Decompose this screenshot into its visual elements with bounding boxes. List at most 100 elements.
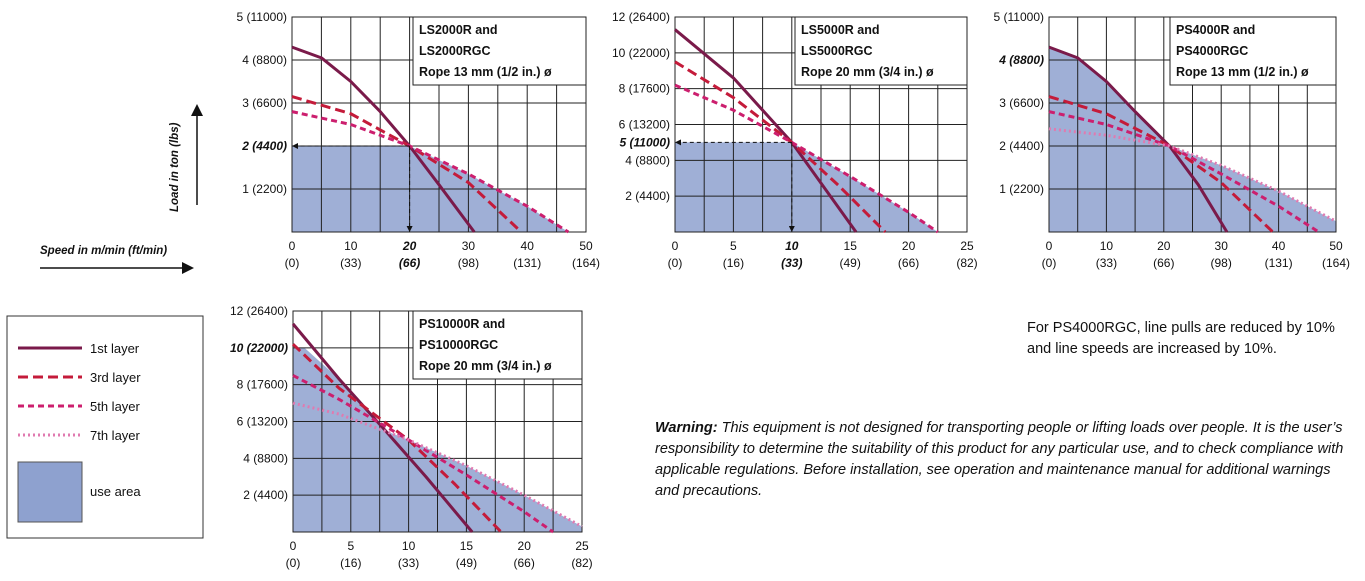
legend: 1st layer 3rd layer 5th layer 7th layer … (6, 315, 204, 539)
x-tick-label: 10 (344, 239, 358, 253)
x-tick-label: 10 (1100, 239, 1114, 253)
panel-title-line: PS10000R and (419, 317, 505, 331)
y-tick-label: 5 (11000) (237, 10, 287, 24)
panel-title-box: PS10000R and PS10000RGC Rope 20 mm (3/4 in… (412, 310, 583, 380)
use-area (1049, 47, 1336, 232)
series-line-5th-layer (291, 110, 570, 234)
y-tick-label: 3 (6600) (999, 96, 1044, 110)
x-tick-label: 0 (672, 239, 679, 253)
x-tick-label: 50 (579, 239, 593, 253)
x-tick-label-ft: (164) (1322, 256, 1350, 270)
x-tick-label: 40 (1272, 239, 1286, 253)
y-tick-label: 2 (4400) (241, 139, 287, 153)
x-tick-label: 0 (289, 239, 296, 253)
x-tick-label-ft: (66) (514, 556, 535, 570)
use-area (675, 142, 938, 232)
use-area (293, 347, 582, 532)
x-tick-label-ft: (49) (456, 556, 477, 570)
x-tick-label-ft: (131) (513, 256, 541, 270)
x-tick-label-ft: (82) (571, 556, 592, 570)
panel-title-background (794, 16, 968, 86)
x-tick-label: 0 (1046, 239, 1053, 253)
x-tick-label: 20 (1157, 239, 1171, 253)
x-tick-label: 30 (462, 239, 476, 253)
x-tick-label: 10 (402, 539, 416, 553)
legend-label-use-area: use area (90, 484, 141, 499)
legend-label-5th-layer: 5th layer (90, 399, 141, 414)
y-tick-label: 6 (13200) (619, 118, 670, 132)
warning-text: Warning: This equipment is not designed … (655, 418, 1345, 502)
series-line-7th-layer (1048, 127, 1337, 223)
warning-label: Warning: (655, 420, 718, 436)
x-tick-label-ft: (82) (956, 256, 977, 270)
warning-body: This equipment is not designed for trans… (655, 420, 1344, 499)
chart-panel-4: PS10000R and PS10000RGC Rope 20 mm (3/4 in… (230, 304, 593, 570)
x-tick-label: 5 (347, 539, 354, 553)
x-tick-label-ft: (164) (572, 256, 600, 270)
x-tick-label: 30 (1215, 239, 1229, 253)
series-line-5th-layer (1048, 110, 1320, 234)
x-tick-label-ft: (0) (668, 256, 683, 270)
x-tick-label-ft: (0) (286, 556, 301, 570)
x-tick-label-ft: (0) (285, 256, 300, 270)
panel-title-box: PS4000R and PS4000RGC Rope 13 mm (1/2 in.)… (1169, 16, 1337, 86)
x-tick-label-ft: (33) (1096, 256, 1117, 270)
panel-title-line: LS2000RGC (419, 44, 491, 58)
y-tick-label-highlight: 5 (11000) (620, 135, 670, 149)
x-tick-label-ft: (33) (340, 256, 361, 270)
x-tick-label-ft: (66) (898, 256, 919, 270)
legend-label-3rd-layer: 3rd layer (90, 370, 141, 385)
x-tick-label: 50 (1329, 239, 1343, 253)
panel-title-line: PS4000R and (1176, 23, 1255, 37)
speed-axis-label: Speed in m/min (ft/min) (40, 245, 167, 257)
y-tick-label: 12 (26400) (612, 10, 670, 24)
x-tick-label: 5 (730, 239, 737, 253)
panel-title-background (1169, 16, 1337, 86)
x-tick-label-ft: (98) (458, 256, 479, 270)
y-tick-label: 4 (8800) (998, 53, 1044, 67)
series-line-1st-layer (291, 45, 476, 233)
panel-title-box: LS2000R and LS2000RGC Rope 13 mm (1/2 in.)… (412, 16, 587, 86)
y-tick-label: 5 (11000) (994, 10, 1044, 24)
x-tick-label-ft: (0) (1042, 256, 1057, 270)
x-tick-label-ft: (16) (723, 256, 744, 270)
x-tick-label-ft: (98) (1211, 256, 1232, 270)
y-tick-label: 4 (8800) (625, 153, 670, 167)
series-line-7th-layer (292, 401, 583, 528)
y-tick-label: 3 (6600) (242, 96, 287, 110)
load-axis-label: Load in ton (lbs) (169, 122, 181, 212)
panel-title-background (412, 310, 583, 380)
panel-title-line: LS5000RGC (801, 44, 873, 58)
legend-label-7th-layer: 7th layer (90, 428, 141, 443)
y-tick-label: 10 (22000) (612, 46, 670, 60)
y-tick-label: 12 (26400) (230, 304, 288, 318)
panel-title-line: LS5000R and (801, 23, 880, 37)
panel-title-line: PS10000RGC (419, 338, 498, 352)
y-tick-label: 1 (2200) (242, 182, 287, 196)
x-tick-label: 20 (518, 539, 532, 553)
x-tick-label-ft: (49) (840, 256, 861, 270)
y-tick-label: 2 (4400) (999, 139, 1044, 153)
y-tick-label: 8 (17600) (237, 378, 288, 392)
x-tick-label-ft: (66) (1153, 256, 1174, 270)
panel-title-line: LS2000R and (419, 23, 498, 37)
panel-title-line: PS4000RGC (1176, 44, 1248, 58)
chart-panel-1: LS2000R and LS2000RGC Rope 13 mm (1/2 in.)… (237, 10, 600, 270)
y-tick-label: 2 (4400) (625, 189, 670, 203)
y-tick-label: 1 (2200) (999, 182, 1044, 196)
series-line-5th-layer (292, 374, 554, 534)
y-tick-label: 8 (17600) (619, 82, 670, 96)
x-tick-label: 15 (844, 239, 858, 253)
panel-title-background (412, 16, 587, 86)
y-tick-label: 4 (8800) (242, 53, 287, 67)
series-line-5th-layer (674, 83, 939, 234)
y-tick-label: 6 (13200) (237, 415, 288, 429)
x-tick-label: 0 (290, 539, 297, 553)
x-tick-label-ft: (66) (399, 256, 420, 270)
x-tick-label: 20 (902, 239, 916, 253)
chart-panel-2: LS5000R and LS5000RGC Rope 20 mm (3/4 in.)… (612, 10, 978, 270)
chart-panel-3: PS4000R and PS4000RGC Rope 13 mm (1/2 in.)… (994, 10, 1350, 270)
panel-title-line: Rope 20 mm (3/4 in.) ø (801, 65, 934, 79)
legend-swatch-use-area (17, 461, 83, 523)
